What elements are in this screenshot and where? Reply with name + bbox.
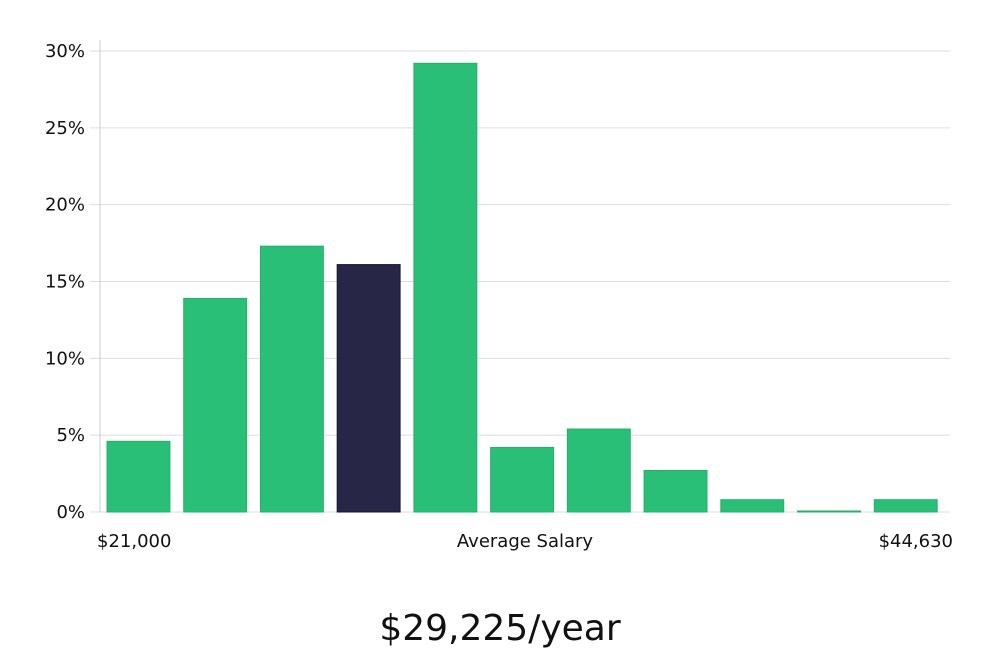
bar [797,510,861,513]
bar [566,428,631,513]
y-tick-label: 30% [45,41,85,62]
y-tick-label: 5% [56,425,85,446]
bar [720,499,785,513]
bars [106,62,938,513]
y-tick-label: 0% [56,502,85,523]
x-min-label: $21,000 [97,531,171,552]
x-center-label: Average Salary [457,531,594,552]
bar [106,440,171,513]
bar-highlight [336,264,401,513]
x-max-label: $44,630 [879,531,953,552]
salary-histogram: 0% 5% 10% 15% 20% 25% 30% $21,000 Average Sala… [45,40,953,552]
average-salary-value: $29,225/year [379,608,621,649]
bar [643,470,708,513]
bar [259,245,324,513]
y-tick-label: 25% [45,118,85,139]
bar [183,297,248,513]
y-tick-label: 20% [45,195,85,216]
bar [873,499,938,513]
y-axis-ticks: 0% 5% 10% 15% 20% 25% 30% [45,41,85,523]
y-tick-label: 15% [45,272,85,293]
bar [490,446,555,513]
y-tick-label: 10% [45,348,85,369]
bar [413,62,478,513]
